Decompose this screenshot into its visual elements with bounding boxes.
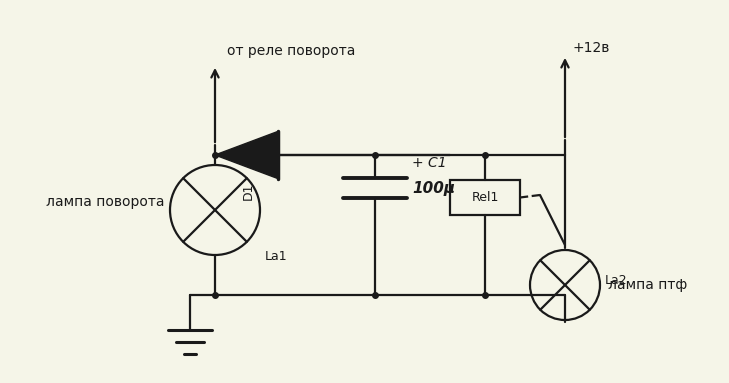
- Text: D1: D1: [242, 183, 255, 200]
- Text: La1: La1: [265, 250, 288, 263]
- Text: лампа поворота: лампа поворота: [47, 195, 165, 209]
- Text: от реле поворота: от реле поворота: [227, 44, 355, 58]
- Text: Rel1: Rel1: [472, 191, 499, 204]
- Text: 100µ: 100µ: [412, 180, 455, 195]
- Bar: [450, 180, 520, 215]
- Text: + C1: + C1: [412, 156, 447, 170]
- Text: +12в: +12в: [573, 41, 610, 55]
- Text: La2: La2: [605, 273, 628, 286]
- Text: лампа птф: лампа птф: [608, 278, 687, 292]
- Polygon shape: [215, 131, 278, 178]
